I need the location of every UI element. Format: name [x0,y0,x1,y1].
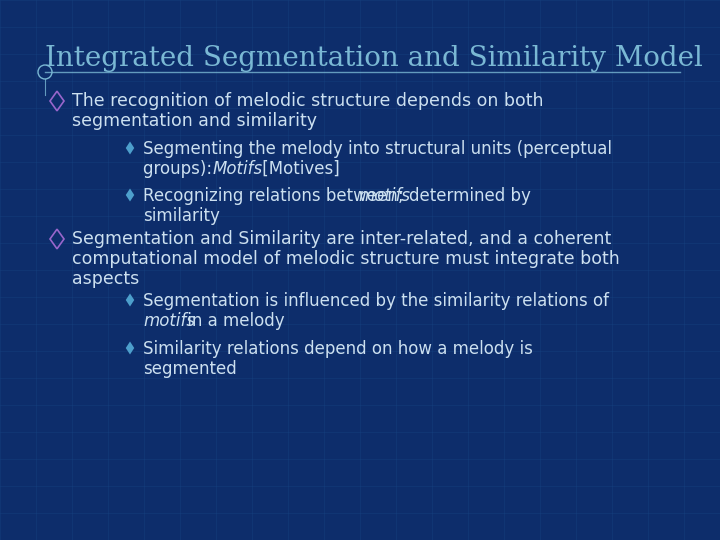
Text: The recognition of melodic structure depends on both: The recognition of melodic structure dep… [72,92,544,110]
Text: Similarity relations depend on how a melody is: Similarity relations depend on how a mel… [143,340,533,358]
Text: segmented: segmented [143,360,237,378]
Text: Recognizing relations between: Recognizing relations between [143,187,403,205]
Text: Segmentation and Similarity are inter-related, and a coherent: Segmentation and Similarity are inter-re… [72,230,611,248]
Text: similarity: similarity [143,207,220,225]
Text: Segmenting the melody into structural units (perceptual: Segmenting the melody into structural un… [143,140,612,158]
Text: Segmentation is influenced by the similarity relations of: Segmentation is influenced by the simila… [143,292,609,310]
Polygon shape [126,141,134,154]
Text: motifs: motifs [143,312,195,330]
Text: computational model of melodic structure must integrate both: computational model of melodic structure… [72,250,620,268]
Polygon shape [126,294,134,307]
Text: aspects: aspects [72,270,139,288]
Text: groups):: groups): [143,160,217,178]
Text: Integrated Segmentation and Similarity Model: Integrated Segmentation and Similarity M… [45,45,703,72]
Polygon shape [126,341,134,354]
Text: motifs: motifs [358,187,410,205]
Text: ; determined by: ; determined by [398,187,531,205]
Text: Motifs: Motifs [213,160,263,178]
Text: segmentation and similarity: segmentation and similarity [72,112,317,130]
Text: in a melody: in a melody [182,312,284,330]
Text: [Motives]: [Motives] [257,160,340,178]
Polygon shape [126,188,134,201]
